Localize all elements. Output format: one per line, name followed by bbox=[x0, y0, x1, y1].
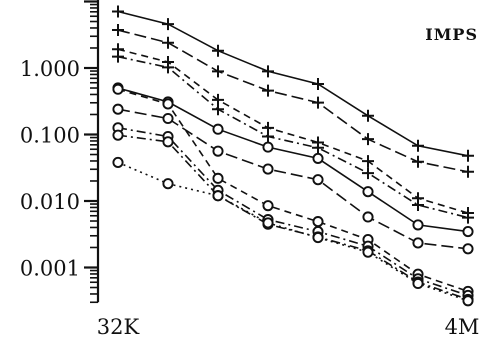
y-tick-label: 0.010 bbox=[20, 190, 80, 214]
data-point bbox=[162, 98, 174, 110]
series-2 bbox=[112, 24, 474, 178]
series-line bbox=[117, 29, 469, 173]
data-point bbox=[462, 295, 474, 307]
data-point bbox=[412, 155, 424, 168]
data-point bbox=[162, 178, 174, 190]
y-tick-label: 1.000 bbox=[20, 57, 80, 81]
data-point bbox=[462, 165, 474, 178]
data-point bbox=[462, 149, 474, 162]
data-point bbox=[312, 232, 324, 244]
data-point bbox=[362, 109, 374, 122]
series-line bbox=[117, 10, 469, 157]
series-line bbox=[117, 127, 469, 297]
data-point bbox=[462, 211, 474, 224]
data-point bbox=[112, 156, 124, 168]
series-line bbox=[117, 134, 469, 301]
series-line bbox=[117, 48, 469, 214]
data-point bbox=[312, 96, 324, 109]
data-point bbox=[262, 163, 274, 175]
data-point bbox=[262, 65, 274, 78]
data-point bbox=[162, 36, 174, 49]
data-point bbox=[112, 50, 124, 63]
series-line bbox=[117, 55, 469, 219]
data-point bbox=[212, 145, 224, 157]
data-point bbox=[212, 123, 224, 135]
series-3 bbox=[112, 43, 474, 219]
data-point bbox=[412, 139, 424, 152]
data-point bbox=[162, 61, 174, 74]
data-point bbox=[412, 237, 424, 249]
data-point bbox=[312, 152, 324, 164]
data-point bbox=[162, 18, 174, 31]
data-point bbox=[312, 174, 324, 186]
data-point bbox=[362, 167, 374, 180]
data-point bbox=[212, 172, 224, 184]
series-5 bbox=[112, 82, 474, 238]
data-point bbox=[362, 186, 374, 198]
data-point bbox=[112, 24, 124, 37]
data-point bbox=[362, 246, 374, 258]
data-point bbox=[362, 155, 374, 168]
data-point bbox=[212, 190, 224, 202]
x-tick-label-start: 32K bbox=[97, 315, 140, 339]
data-point bbox=[262, 141, 274, 153]
x-tick-label-end: 4M bbox=[445, 315, 480, 339]
plot-area bbox=[112, 5, 474, 307]
y-tick-label: 0.001 bbox=[20, 257, 80, 281]
series-1 bbox=[112, 5, 474, 162]
data-point bbox=[262, 200, 274, 212]
series-4 bbox=[112, 50, 474, 224]
data-point bbox=[312, 141, 324, 154]
y-tick-label: 0.100 bbox=[20, 124, 80, 148]
data-point bbox=[112, 5, 124, 18]
data-point bbox=[312, 216, 324, 228]
data-point bbox=[412, 277, 424, 290]
data-point bbox=[262, 217, 274, 229]
data-point bbox=[112, 83, 124, 95]
series-line bbox=[117, 87, 469, 233]
data-point bbox=[212, 44, 224, 57]
data-point bbox=[362, 211, 374, 223]
series-10 bbox=[112, 156, 474, 307]
data-point bbox=[212, 103, 224, 116]
data-point bbox=[362, 133, 374, 146]
data-point bbox=[462, 243, 474, 255]
y-axis: 1.000 0.100 0.010 0.001 bbox=[20, 0, 100, 304]
series-6 bbox=[112, 103, 474, 255]
data-point bbox=[112, 129, 124, 141]
data-point bbox=[212, 65, 224, 78]
data-point bbox=[462, 226, 474, 238]
data-point bbox=[162, 112, 174, 125]
data-point bbox=[112, 103, 124, 115]
data-point bbox=[412, 219, 424, 231]
series-line bbox=[117, 108, 469, 250]
imps-annotation: IMPS bbox=[425, 25, 478, 44]
data-point bbox=[262, 84, 274, 97]
data-point bbox=[262, 130, 274, 143]
data-point bbox=[412, 198, 424, 211]
data-point bbox=[312, 77, 324, 90]
data-point bbox=[162, 136, 174, 148]
